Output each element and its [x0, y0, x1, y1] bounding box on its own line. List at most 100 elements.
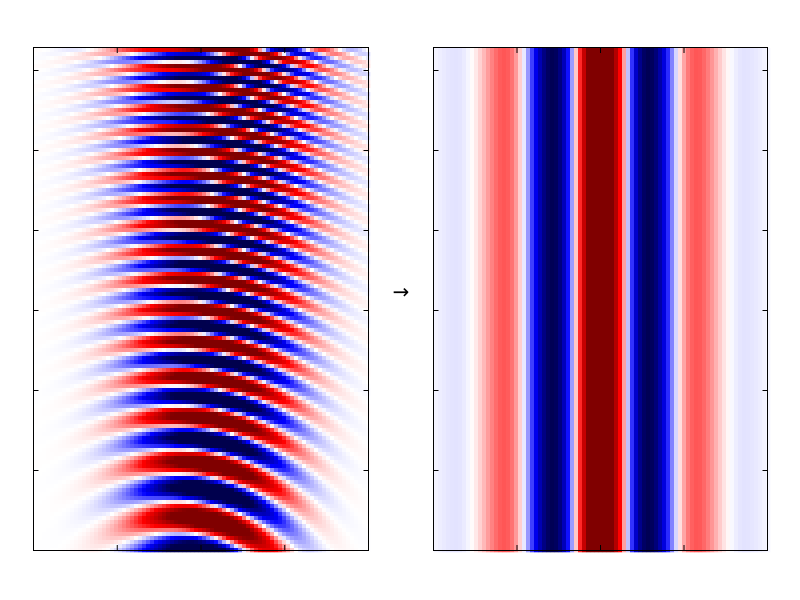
pixel — [258, 144, 262, 148]
pixel — [70, 172, 74, 176]
pixel — [350, 160, 354, 164]
pixel — [190, 112, 194, 116]
pixel — [326, 160, 330, 164]
pixel — [150, 88, 154, 92]
pixel — [82, 196, 86, 200]
pixel — [190, 108, 194, 112]
pixel — [166, 48, 170, 52]
pixel — [174, 48, 178, 52]
pixel — [294, 164, 298, 168]
pixel — [290, 76, 294, 80]
pixel — [58, 136, 62, 140]
pixel — [186, 68, 190, 72]
pixel — [218, 156, 222, 160]
pixel — [358, 184, 362, 188]
pixel — [230, 48, 234, 52]
pixel — [270, 140, 274, 144]
pixel — [322, 64, 326, 68]
pixel — [170, 96, 174, 100]
pixel — [238, 116, 242, 120]
pixel — [222, 164, 226, 168]
pixel — [278, 116, 282, 120]
pixel — [330, 64, 334, 68]
pixel — [38, 56, 42, 60]
pixel — [46, 184, 50, 188]
pixel — [158, 92, 162, 96]
pixel — [206, 60, 210, 64]
pixel — [206, 124, 210, 128]
pixel — [186, 156, 190, 160]
pixel — [346, 108, 350, 112]
pixel — [342, 124, 346, 128]
pixel — [198, 88, 202, 92]
pixel — [122, 60, 126, 64]
pixel — [110, 80, 114, 84]
pixel — [134, 148, 138, 152]
pixel — [158, 168, 162, 172]
pixel — [66, 164, 70, 168]
pixel — [90, 52, 94, 56]
pixel — [126, 52, 130, 56]
pixel — [238, 52, 242, 56]
pixel — [282, 124, 286, 128]
pixel — [206, 112, 210, 116]
pixel — [350, 180, 354, 184]
pixel — [346, 192, 350, 196]
pixel — [250, 180, 254, 184]
pixel — [138, 88, 142, 92]
pixel — [62, 196, 66, 200]
pixel — [226, 56, 230, 60]
pixel — [126, 136, 130, 140]
pixel — [158, 84, 162, 88]
pixel — [190, 92, 194, 96]
pixel — [286, 92, 290, 96]
pixel — [98, 176, 102, 180]
pixel — [294, 60, 298, 64]
pixel — [186, 136, 190, 140]
pixel — [282, 80, 286, 84]
pixel — [126, 60, 130, 64]
pixel — [298, 60, 302, 64]
pixel — [226, 176, 230, 180]
pixel — [254, 120, 258, 124]
pixel — [338, 84, 342, 88]
pixel — [146, 128, 150, 132]
pixel — [70, 48, 74, 52]
pixel — [90, 124, 94, 128]
pixel — [118, 192, 122, 196]
pixel — [334, 72, 338, 76]
pixel — [138, 120, 142, 124]
pixel — [106, 144, 110, 148]
pixel — [326, 112, 330, 116]
pixel — [106, 52, 110, 56]
pixel — [214, 136, 218, 140]
pixel — [110, 96, 114, 100]
pixel — [234, 164, 238, 168]
pixel — [242, 152, 246, 156]
pixel — [46, 96, 50, 100]
pixel — [50, 124, 54, 128]
pixel — [162, 172, 166, 176]
pixel — [318, 80, 322, 84]
pixel — [78, 180, 82, 184]
pixel — [170, 192, 174, 196]
pixel — [78, 156, 82, 160]
pixel — [222, 148, 226, 152]
pixel — [222, 168, 226, 172]
pixel — [182, 188, 186, 192]
pixel — [142, 124, 146, 128]
pixel — [202, 168, 206, 172]
pixel — [70, 56, 74, 60]
pixel — [222, 52, 226, 56]
pixel — [186, 184, 190, 188]
pixel — [166, 200, 170, 204]
pixel — [66, 120, 70, 124]
pixel — [42, 88, 46, 92]
pixel — [358, 124, 362, 128]
pixel — [198, 112, 202, 116]
pixel — [306, 128, 310, 132]
pixel — [242, 148, 246, 152]
pixel — [110, 52, 114, 56]
pixel — [54, 52, 58, 56]
pixel — [262, 84, 266, 88]
